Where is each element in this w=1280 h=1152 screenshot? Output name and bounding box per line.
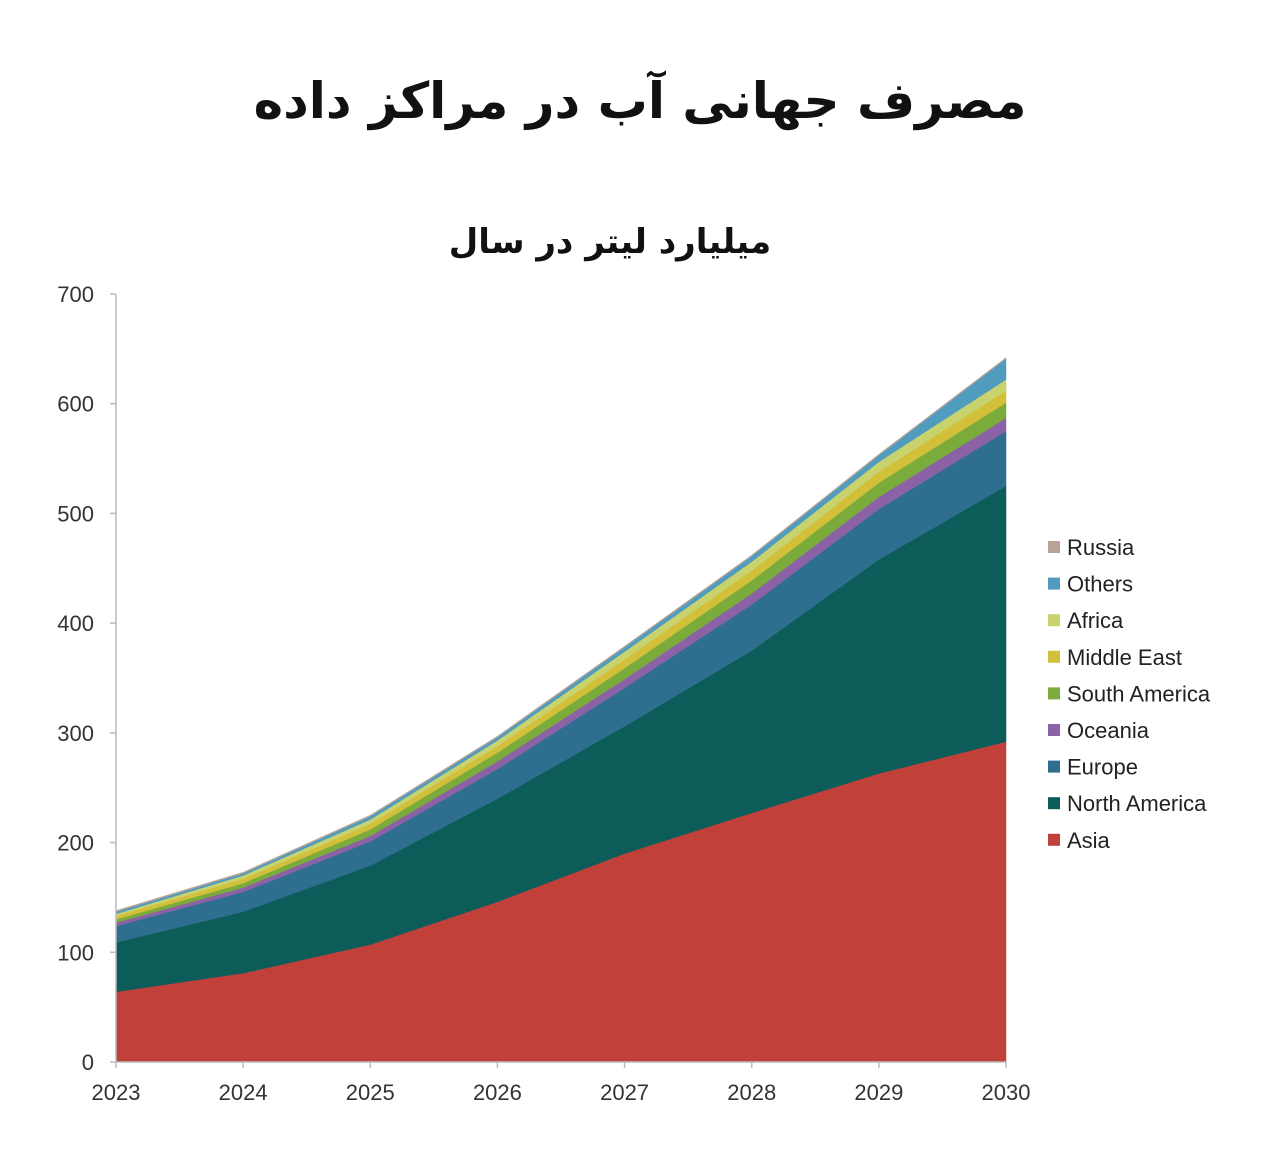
legend-swatch (1048, 650, 1060, 663)
legend-item-middle-east: Middle East (1048, 645, 1182, 670)
legend-swatch (1048, 577, 1060, 590)
legend-label: Europe (1067, 755, 1138, 780)
y-tick-label: 0 (82, 1050, 94, 1075)
x-tick-label: 2024 (219, 1080, 268, 1105)
x-tick-label: 2029 (854, 1080, 903, 1105)
legend-label: Oceania (1067, 718, 1150, 743)
legend-swatch (1048, 760, 1060, 773)
legend-item-north-america: North America (1048, 791, 1207, 816)
legend-item-oceania: Oceania (1048, 718, 1150, 743)
legend-label: Asia (1067, 828, 1111, 853)
legend-swatch (1048, 833, 1060, 846)
chart-title: مصرف جهانی آب در مراکز داده (253, 72, 1027, 130)
legend-label: Russia (1067, 535, 1135, 560)
chart-subtitle: میلیارد لیتر در سال (448, 222, 772, 262)
axes: 0 100 200 300 400 500 600 700 2023 2024 2025 2026 20… (57, 282, 1030, 1105)
y-tick-label: 100 (57, 940, 94, 965)
legend-item-europe: Europe (1048, 755, 1138, 780)
x-tick-label: 2026 (473, 1080, 522, 1105)
x-tick-label: 2027 (600, 1080, 649, 1105)
y-tick-label: 500 (57, 501, 94, 526)
legend-label: Others (1067, 572, 1133, 597)
y-tick-label: 400 (57, 611, 94, 636)
legend-item-south-america: South America (1048, 681, 1211, 706)
legend-swatch (1048, 614, 1060, 627)
legend-swatch (1048, 687, 1060, 700)
x-tick-label: 2028 (727, 1080, 776, 1105)
legend-label: South America (1067, 681, 1211, 706)
x-tick-label: 2023 (92, 1080, 141, 1105)
legend-label: North America (1067, 791, 1207, 816)
y-tick-label: 600 (57, 392, 94, 417)
legend-label: Africa (1067, 608, 1124, 633)
legend-swatch (1048, 797, 1060, 810)
legend-label: Middle East (1067, 645, 1182, 670)
x-tick-label: 2030 (982, 1080, 1031, 1105)
legend-swatch (1048, 541, 1060, 553)
legend-swatch (1048, 724, 1060, 736)
legend-item-africa: Africa (1048, 608, 1124, 633)
legend: Russia Others Africa Middle East South Ameri… (1048, 535, 1211, 853)
legend-item-asia: Asia (1048, 828, 1111, 853)
y-tick-label: 300 (57, 721, 94, 746)
area-layers (115, 357, 1007, 1063)
area-russia (115, 357, 1007, 913)
legend-item-others: Others (1048, 572, 1133, 597)
x-tick-label: 2025 (346, 1080, 395, 1105)
y-tick-label: 200 (57, 831, 94, 856)
y-tick-label: 700 (57, 282, 94, 307)
legend-item-russia: Russia (1048, 535, 1135, 560)
